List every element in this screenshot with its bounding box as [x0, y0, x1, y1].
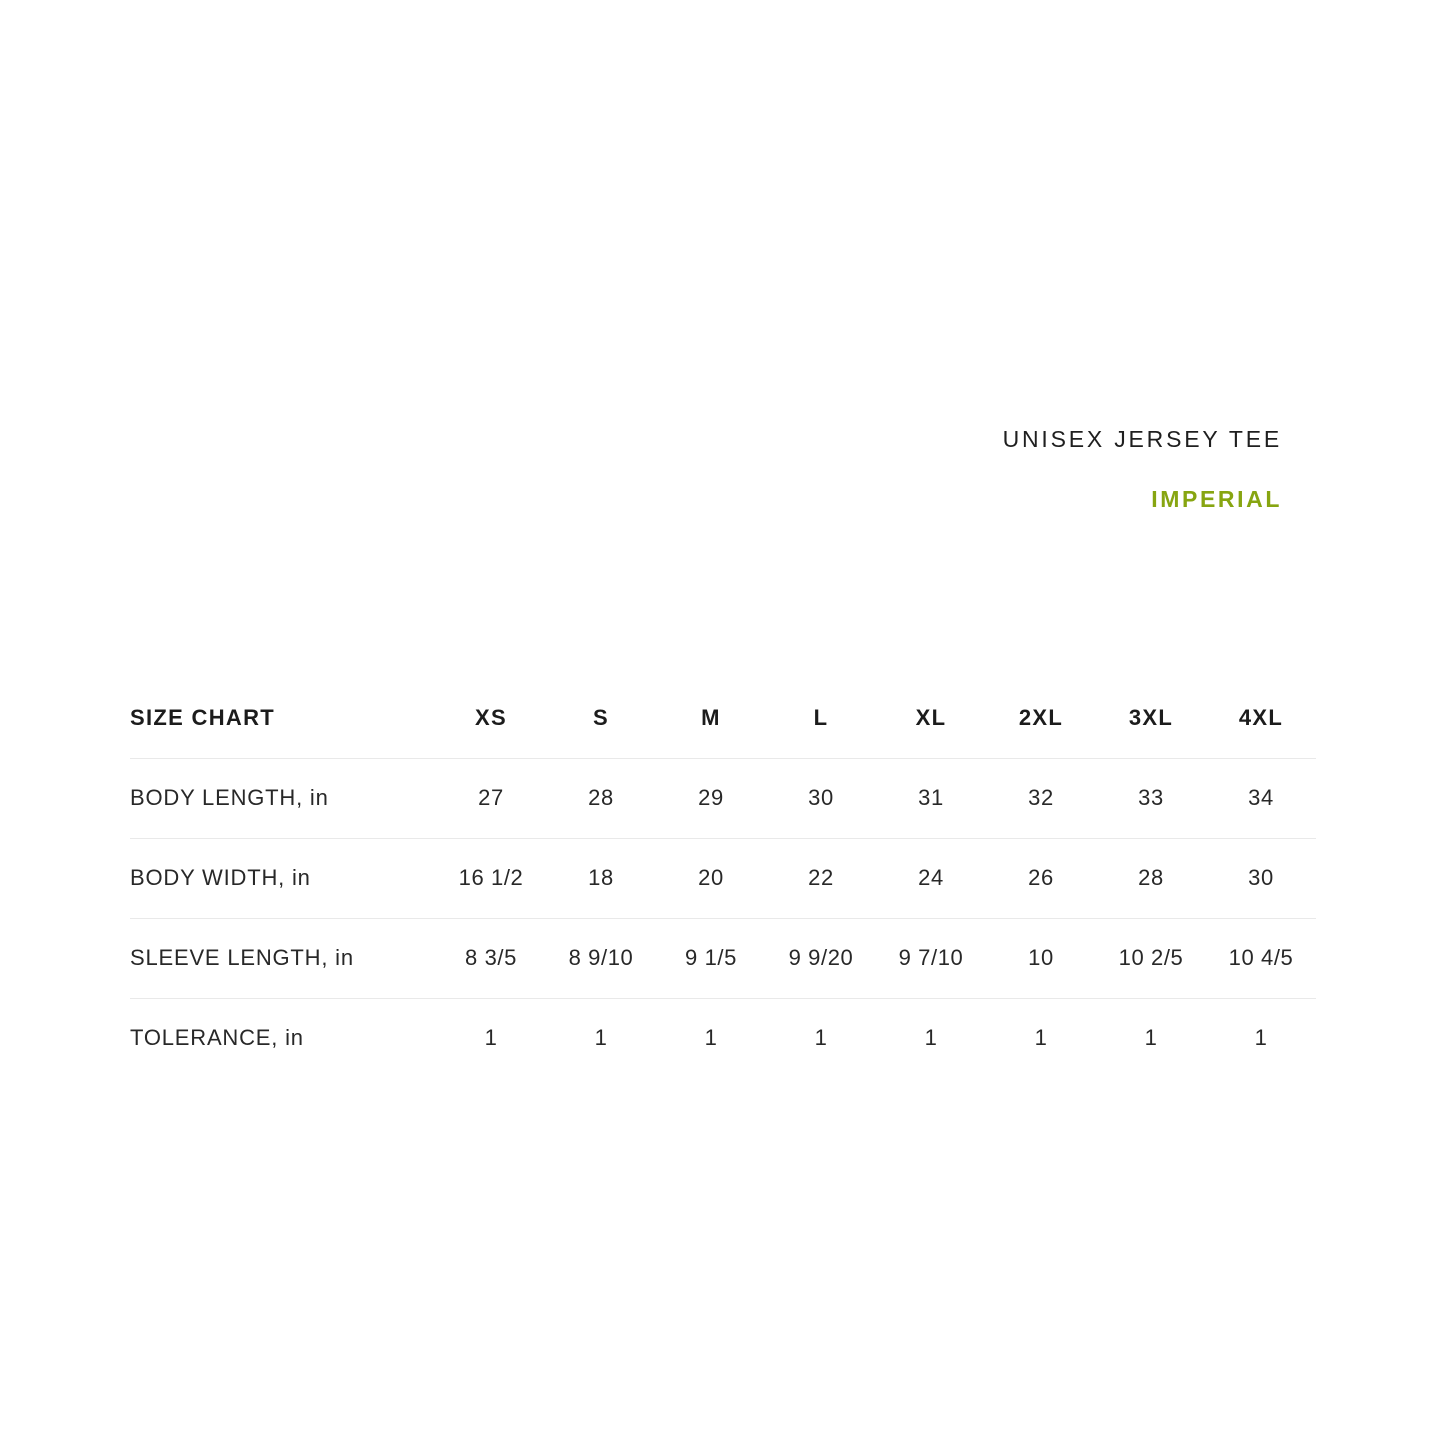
cell-value: 24	[876, 838, 986, 919]
cell-value: 8 9/10	[546, 918, 656, 999]
cell-value: 10	[986, 918, 1096, 999]
col-header-s: S	[546, 693, 656, 759]
unit-system-label: IMPERIAL	[1151, 486, 1282, 512]
cell-value: 10 4/5	[1206, 918, 1316, 999]
cell-value: 30	[1206, 838, 1316, 919]
cell-value: 31	[876, 758, 986, 839]
cell-value: 20	[656, 838, 766, 919]
cell-value: 1	[814, 1025, 828, 1051]
row-label: BODY WIDTH, in	[130, 838, 436, 919]
title-block: UNISEX JERSEY TEE IMPERIAL	[1003, 426, 1282, 513]
cell-value: 1	[594, 1025, 608, 1051]
cell-value: 9 1/5	[656, 918, 766, 999]
col-header-3xl: 3XL	[1096, 693, 1206, 759]
table-row-body-width: BODY WIDTH, in 16 1/2 18 20 22 24 26 28 …	[130, 838, 1316, 919]
col-header-2xl: 2XL	[986, 693, 1096, 759]
cell-value: 10 2/5	[1096, 918, 1206, 999]
size-chart-table: SIZE CHART XS S M L XL 2XL 3XL 4XL BODY …	[130, 693, 1316, 1078]
cell-value: 33	[1096, 758, 1206, 839]
cell-value: 8 3/5	[436, 918, 546, 999]
table-row-sleeve-length: SLEEVE LENGTH, in 8 3/5 8 9/10 9 1/5 9 9…	[130, 918, 1316, 999]
size-chart-header-row: SIZE CHART XS S M L XL 2XL 3XL 4XL	[130, 693, 1316, 759]
cell-value: 26	[986, 838, 1096, 919]
cell-value: 1	[924, 1025, 938, 1051]
col-header-m: M	[656, 693, 766, 759]
table-row-tolerance: TOLERANCE, in 1 1 1 1 1 1 1 1	[130, 998, 1316, 1078]
row-label: BODY LENGTH, in	[130, 758, 436, 839]
cell-value: 28	[1096, 838, 1206, 919]
cell-value: 1	[1144, 1025, 1158, 1051]
cell-value: 34	[1206, 758, 1316, 839]
cell-value: 32	[986, 758, 1096, 839]
cell-value: 1	[1034, 1025, 1048, 1051]
table-row-body-length: BODY LENGTH, in 27 28 29 30 31 32 33 34	[130, 758, 1316, 839]
col-header-4xl: 4XL	[1206, 693, 1316, 759]
cell-value: 29	[656, 758, 766, 839]
cell-value: 18	[546, 838, 656, 919]
row-label: SLEEVE LENGTH, in	[130, 918, 436, 999]
row-label: TOLERANCE, in	[130, 1025, 304, 1051]
cell-value: 27	[436, 758, 546, 839]
cell-value: 9 9/20	[766, 918, 876, 999]
cell-value: 1	[484, 1025, 498, 1051]
size-chart-heading: SIZE CHART	[130, 693, 436, 759]
col-header-xl: XL	[876, 693, 986, 759]
cell-value: 28	[546, 758, 656, 839]
cell-value: 30	[766, 758, 876, 839]
cell-value: 1	[1254, 1025, 1268, 1051]
cell-value: 22	[766, 838, 876, 919]
cell-value: 1	[704, 1025, 718, 1051]
col-header-l: L	[766, 693, 876, 759]
product-title: UNISEX JERSEY TEE	[1002, 426, 1282, 452]
col-header-xs: XS	[436, 693, 546, 759]
cell-value: 9 7/10	[876, 918, 986, 999]
cell-value: 16 1/2	[436, 838, 546, 919]
